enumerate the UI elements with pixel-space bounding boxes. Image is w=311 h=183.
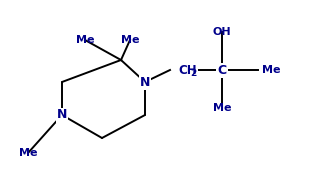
Text: C: C	[217, 64, 226, 76]
Text: N: N	[57, 109, 67, 122]
Text: Me: Me	[262, 65, 281, 75]
Text: Me: Me	[213, 103, 231, 113]
Text: Me: Me	[19, 148, 37, 158]
Text: CH: CH	[178, 64, 197, 76]
Text: OH: OH	[213, 27, 231, 37]
Text: Me: Me	[76, 35, 94, 45]
Text: Me: Me	[121, 35, 139, 45]
Text: 2: 2	[190, 70, 196, 79]
Text: N: N	[140, 76, 150, 89]
